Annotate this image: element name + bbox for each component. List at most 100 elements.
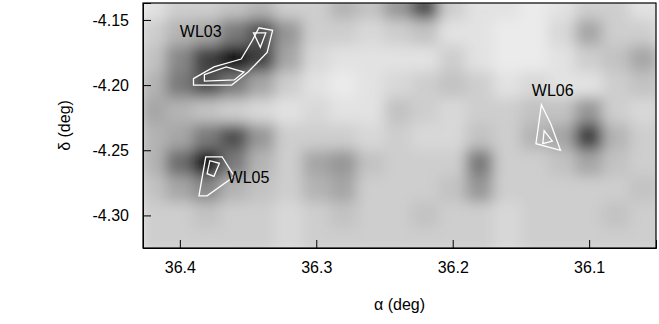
cell <box>630 98 656 125</box>
cell <box>411 19 439 46</box>
cell <box>302 98 330 125</box>
cell <box>275 98 303 125</box>
cell <box>220 124 248 151</box>
cell <box>493 228 521 248</box>
plot-area <box>143 3 656 248</box>
x-tick-label: 36.2 <box>438 259 469 276</box>
cell <box>439 19 467 46</box>
cell <box>357 176 385 203</box>
cell <box>193 202 221 229</box>
cell <box>411 228 439 248</box>
cell <box>439 228 467 248</box>
y-tick: -4.25 <box>93 142 151 159</box>
cell <box>329 124 357 151</box>
cell <box>384 176 412 203</box>
cell <box>329 98 357 125</box>
cell <box>439 150 467 177</box>
y-axis-title: δ (deg) <box>56 100 73 151</box>
x-tick: 36.2 <box>438 240 469 276</box>
cell <box>302 176 330 203</box>
cell <box>520 176 548 203</box>
cell <box>166 228 194 248</box>
cell <box>466 19 494 46</box>
cell <box>329 150 357 177</box>
y-tick-label: -4.30 <box>93 207 130 224</box>
cell <box>143 124 167 151</box>
x-tick-mark <box>453 240 454 248</box>
cell <box>220 202 248 229</box>
cell <box>548 202 576 229</box>
cell <box>493 3 521 20</box>
cell <box>630 228 656 248</box>
cell <box>143 3 167 20</box>
cell <box>575 19 603 46</box>
cell <box>466 124 494 151</box>
cell <box>357 3 385 20</box>
cell <box>248 202 276 229</box>
cell <box>143 46 167 73</box>
y-axis: -4.30-4.25-4.20-4.15 <box>93 4 151 249</box>
cell <box>220 19 248 46</box>
frame <box>143 3 656 248</box>
cell <box>548 150 576 177</box>
y-tick-mark <box>143 215 151 216</box>
x-tick: 36.4 <box>165 240 196 276</box>
cell <box>329 202 357 229</box>
cell <box>275 19 303 46</box>
cell <box>357 228 385 248</box>
cell <box>384 202 412 229</box>
cell <box>466 176 494 203</box>
cell <box>602 19 630 46</box>
cell <box>275 46 303 73</box>
cell <box>493 46 521 73</box>
cell <box>248 3 276 20</box>
x-tick-label: 36.1 <box>574 259 605 276</box>
cell <box>466 202 494 229</box>
cell <box>329 3 357 20</box>
cell <box>384 124 412 151</box>
source-label: WL06 <box>532 82 574 99</box>
x-tick-label: 36.4 <box>165 259 196 276</box>
y-tick-label: -4.25 <box>93 142 130 159</box>
cell <box>329 72 357 99</box>
cell <box>275 228 303 248</box>
cell <box>329 46 357 73</box>
cell <box>166 3 194 20</box>
cell <box>602 3 630 20</box>
cell <box>602 124 630 151</box>
cell <box>630 202 656 229</box>
cell <box>166 72 194 99</box>
cell <box>411 176 439 203</box>
cell <box>466 228 494 248</box>
cell <box>275 3 303 20</box>
cell <box>602 202 630 229</box>
cell <box>439 72 467 99</box>
cell <box>143 72 167 99</box>
cell <box>411 202 439 229</box>
source-label: WL03 <box>180 23 222 40</box>
cell <box>193 124 221 151</box>
cell <box>575 176 603 203</box>
cell <box>493 19 521 46</box>
contour <box>207 161 219 177</box>
cell <box>275 202 303 229</box>
cell <box>575 150 603 177</box>
cell <box>143 228 167 248</box>
cell <box>602 46 630 73</box>
cell <box>384 72 412 99</box>
cell <box>220 46 248 73</box>
cell <box>357 46 385 73</box>
cell <box>143 98 167 125</box>
contour <box>536 105 561 151</box>
y-axis-line <box>144 4 152 249</box>
cell <box>439 202 467 229</box>
cell <box>493 98 521 125</box>
cell <box>357 19 385 46</box>
cell <box>166 124 194 151</box>
cell <box>302 46 330 73</box>
cell <box>602 228 630 248</box>
y-tick: -4.15 <box>93 12 151 29</box>
density-map <box>143 3 656 248</box>
cell <box>384 150 412 177</box>
cell <box>357 202 385 229</box>
